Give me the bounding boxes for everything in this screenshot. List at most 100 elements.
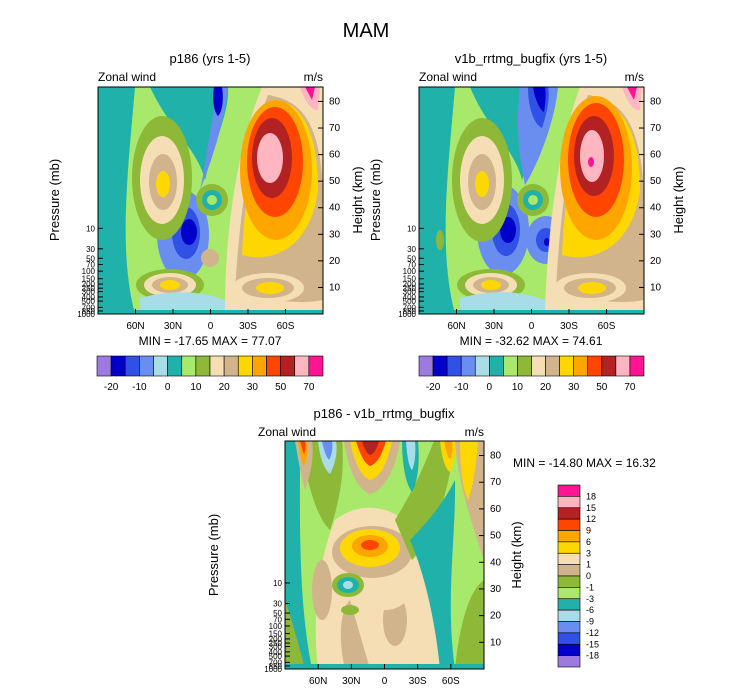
contour-band [341,605,359,615]
pressure-tick-label: 700 [403,303,417,312]
contour-band [285,441,312,669]
contour-band [533,87,546,112]
pressure-tick-label: 300 [82,288,96,297]
contour-band [436,230,444,250]
contour-band [312,560,332,620]
colorbar-label: 15 [586,503,596,513]
pressure-tick-label: 250 [403,284,417,293]
contour-band [627,87,637,100]
colorbar-swatch [557,552,581,565]
colorbar-swatch [615,355,631,377]
x-tick-label: 30S [560,321,578,332]
panel-control-ylabel: Pressure (mb) [47,159,62,241]
colorbar-label: -20 [426,382,441,393]
contour-band [98,87,135,314]
colorbar-label: 20 [540,382,552,393]
colorbar-swatch [557,575,581,588]
colorbar-swatch [294,355,310,377]
height-tick-label: 60 [650,150,662,161]
colorbar-swatch [460,355,476,377]
pressure-tick-label: 50 [407,254,416,263]
colorbar-swatch [557,643,581,656]
pressure-tick-label: 150 [269,630,283,639]
colorbar-swatch [587,355,603,377]
colorbar-label: -10 [454,382,469,393]
colorbar-label: -20 [104,382,119,393]
height-tick-label: 80 [490,451,502,462]
colorbar-swatch [96,355,112,377]
colorbar-swatch [237,355,253,377]
colorbar-swatch [557,507,581,520]
contour-band [322,441,333,460]
colorbar-swatch [308,355,324,377]
pressure-tick-label: 850 [403,307,417,316]
colorbar-label: 3 [586,548,591,558]
contour-band [300,87,320,111]
pressure-tick-label: 100 [82,267,96,276]
colorbar-label: -1 [586,582,594,592]
colorbar-label: -18 [586,651,599,661]
height-tick-label: 70 [650,123,662,134]
colorbar-swatch [517,355,532,377]
height-tick-label: 80 [650,96,662,107]
colorbar-swatch [252,355,267,377]
x-tick-label: 60S [442,676,460,687]
x-tick-label: 30N [485,321,503,332]
pressure-tick-label: 10 [407,224,416,233]
colorbar-label: 20 [219,382,231,393]
contour-band [201,249,219,267]
colorbar-swatch [557,484,581,497]
colorbar-label: 50 [596,382,608,393]
panel-difference: p186 - v1b_rrtmg_bugfix Zonal wind m/s [206,406,656,687]
colorbar-swatch [110,355,126,377]
contour-band [578,282,606,294]
colorbar-label: 6 [586,537,591,547]
colorbar-label: -6 [586,605,594,615]
contour-band [395,441,455,560]
contour-band [343,581,353,589]
colorbar-label: 1 [586,560,591,570]
contour-band [257,133,283,183]
contour-band [460,441,478,500]
contour-band [410,480,456,669]
panel-experiment-units: m/s [625,70,644,84]
height-tick-label: 60 [329,150,341,161]
contour-band [300,441,306,454]
height-tick-label: 10 [329,282,341,293]
colorbar-swatch [181,355,197,377]
contour-band [362,441,379,455]
pressure-tick-label: 500 [403,297,417,306]
contour-band [419,87,455,314]
colorbar-swatch [153,355,168,377]
x-tick-label: 60N [309,676,327,687]
colorbar-swatch [432,355,448,377]
panel-experiment-height-axis: 10 20 30 40 50 60 70 80 [639,96,662,293]
pressure-tick-label: 1000 [398,310,416,319]
colorbar-swatch [557,541,581,554]
colorbar-swatch [557,564,581,577]
contour-band [213,87,223,116]
height-tick-label: 50 [490,531,502,542]
pressure-tick-label: 1000 [77,310,95,319]
colorbar-swatch [557,621,581,634]
panel-experiment: v1b_rrtmg_bugfix (yrs 1-5) Zonal wind m/… [368,51,686,393]
colorbar-swatch [559,355,574,377]
x-tick-label: 30S [239,321,257,332]
colorbar-label: 30 [247,382,259,393]
contour-band [160,280,180,290]
colorbar-label: -15 [586,639,599,649]
colorbar-label: 10 [512,382,524,393]
contour-band [256,282,284,294]
colorbar-label: 12 [586,514,596,524]
colorbar-swatch [223,355,239,377]
pressure-tick-label: 30 [273,600,282,609]
pressure-tick-label: 700 [82,303,96,312]
colorbar-swatch [557,598,581,611]
colorbar-swatch [489,355,504,377]
contour-band [528,195,538,205]
panel-difference-ylabel-right: Height (km) [509,521,524,588]
pressure-tick-label: 200 [82,280,96,289]
x-tick-label: 0 [208,321,214,332]
